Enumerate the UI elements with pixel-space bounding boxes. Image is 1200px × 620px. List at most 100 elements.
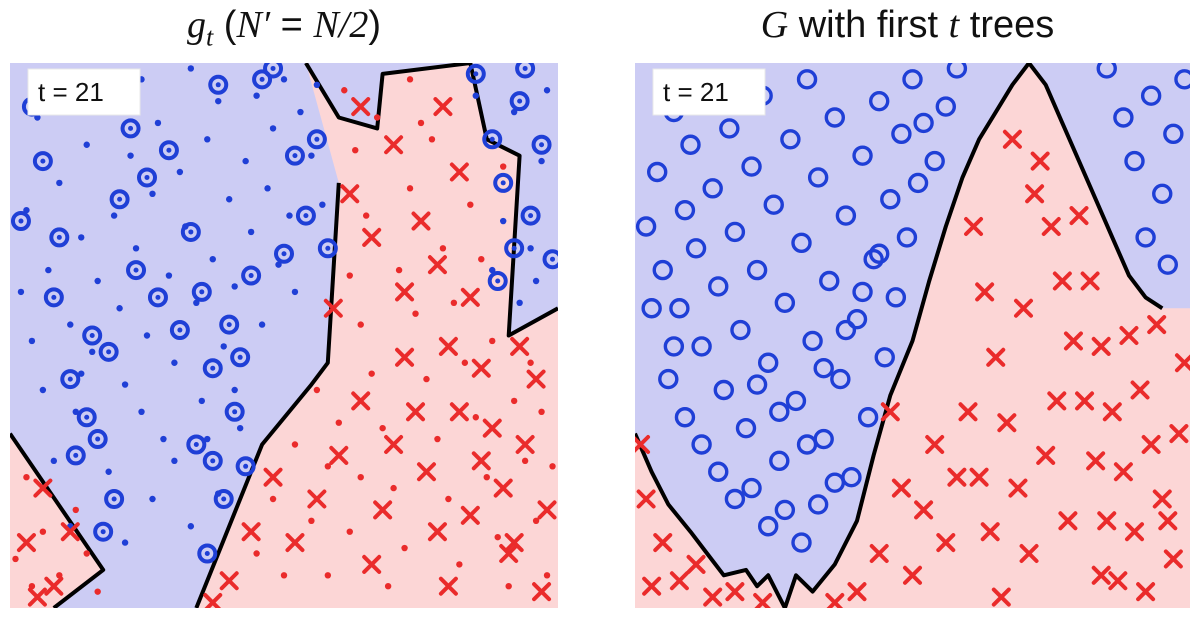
series-red-cross [635, 129, 1190, 608]
data-point-center [221, 496, 227, 502]
data-point [306, 129, 327, 150]
data-point-center [106, 349, 112, 355]
data-point [807, 167, 829, 188]
data-point [445, 495, 452, 503]
data-point-center [89, 333, 95, 338]
data-point [275, 261, 282, 268]
data-point [384, 135, 404, 155]
data-point [958, 402, 978, 422]
data-point [825, 593, 845, 608]
data-point [896, 227, 918, 248]
data-point [763, 194, 784, 215]
data-point-center [243, 463, 249, 469]
data-point [340, 184, 360, 204]
data-point [741, 477, 762, 499]
data-point [373, 114, 381, 121]
data-point [465, 63, 486, 84]
title-equals: = [280, 4, 303, 46]
data-point [1052, 271, 1072, 291]
data-point [171, 457, 178, 465]
data-point [708, 461, 729, 482]
data-point [324, 463, 332, 470]
data-point [1124, 150, 1145, 172]
data-point [187, 523, 195, 530]
data-point-center [325, 245, 331, 251]
data-point [735, 417, 757, 439]
data-point [489, 337, 496, 345]
data-point [438, 576, 458, 596]
title-nprime: N′ [236, 4, 271, 46]
data-point [1136, 582, 1156, 602]
data-point [242, 157, 249, 165]
data-point-center [303, 213, 309, 219]
data-point [708, 276, 729, 297]
data-point [433, 97, 453, 117]
data-point [105, 468, 112, 475]
data-point [120, 118, 141, 139]
data-point [986, 347, 1006, 367]
data-point [449, 402, 469, 422]
red-corner-region [10, 433, 104, 608]
data-point [247, 228, 255, 236]
data-point-ring [482, 129, 503, 150]
data-point [93, 521, 114, 542]
data-point [515, 435, 535, 454]
data-point [109, 189, 130, 210]
data-point [280, 76, 288, 83]
data-point [538, 157, 545, 165]
data-point [428, 136, 436, 143]
data-point [509, 91, 530, 112]
data-point [796, 434, 818, 455]
data-point [1119, 326, 1139, 345]
data-point [835, 319, 857, 341]
data-point [504, 238, 525, 259]
data-point [527, 245, 534, 252]
data-point [669, 298, 690, 319]
data-point [874, 347, 895, 368]
right-chart-title: G with first t trees [625, 0, 1190, 56]
decision-boundary-corner [10, 432, 106, 608]
data-point [691, 336, 712, 357]
data-point-ring [10, 211, 31, 232]
data-point [885, 287, 907, 308]
data-point [362, 227, 382, 247]
data-point [1096, 63, 1117, 79]
data-point-center [259, 76, 265, 82]
data-point [1113, 107, 1134, 128]
data-point [642, 576, 662, 596]
data-point-center [73, 452, 79, 458]
data-point [297, 108, 304, 116]
data-point-center [128, 125, 134, 131]
data-point [363, 212, 370, 219]
data-point [500, 163, 507, 170]
data-point [852, 281, 873, 303]
data-point [935, 96, 956, 117]
data-point [434, 435, 441, 443]
data-point-center [144, 174, 150, 180]
data-point [863, 249, 884, 270]
red-region [635, 63, 1190, 608]
data-point [220, 343, 227, 350]
data-point [253, 550, 260, 557]
data-point [83, 141, 90, 148]
data-point [516, 299, 523, 306]
decision-boundary [635, 63, 1164, 608]
data-point [835, 205, 857, 226]
data-point [1086, 451, 1106, 471]
data-point [741, 156, 762, 177]
data-point [510, 108, 518, 116]
data-point [505, 583, 512, 590]
data-point [880, 189, 901, 210]
data-point [390, 484, 397, 492]
data-point [56, 179, 63, 187]
annotation-background [27, 68, 141, 116]
data-point [685, 238, 707, 259]
data-point [869, 243, 890, 264]
data-point [23, 206, 30, 214]
data-point [1163, 123, 1184, 145]
data-point [110, 212, 118, 219]
data-point [846, 308, 868, 330]
data-point [1030, 151, 1050, 171]
data-point [472, 92, 479, 99]
